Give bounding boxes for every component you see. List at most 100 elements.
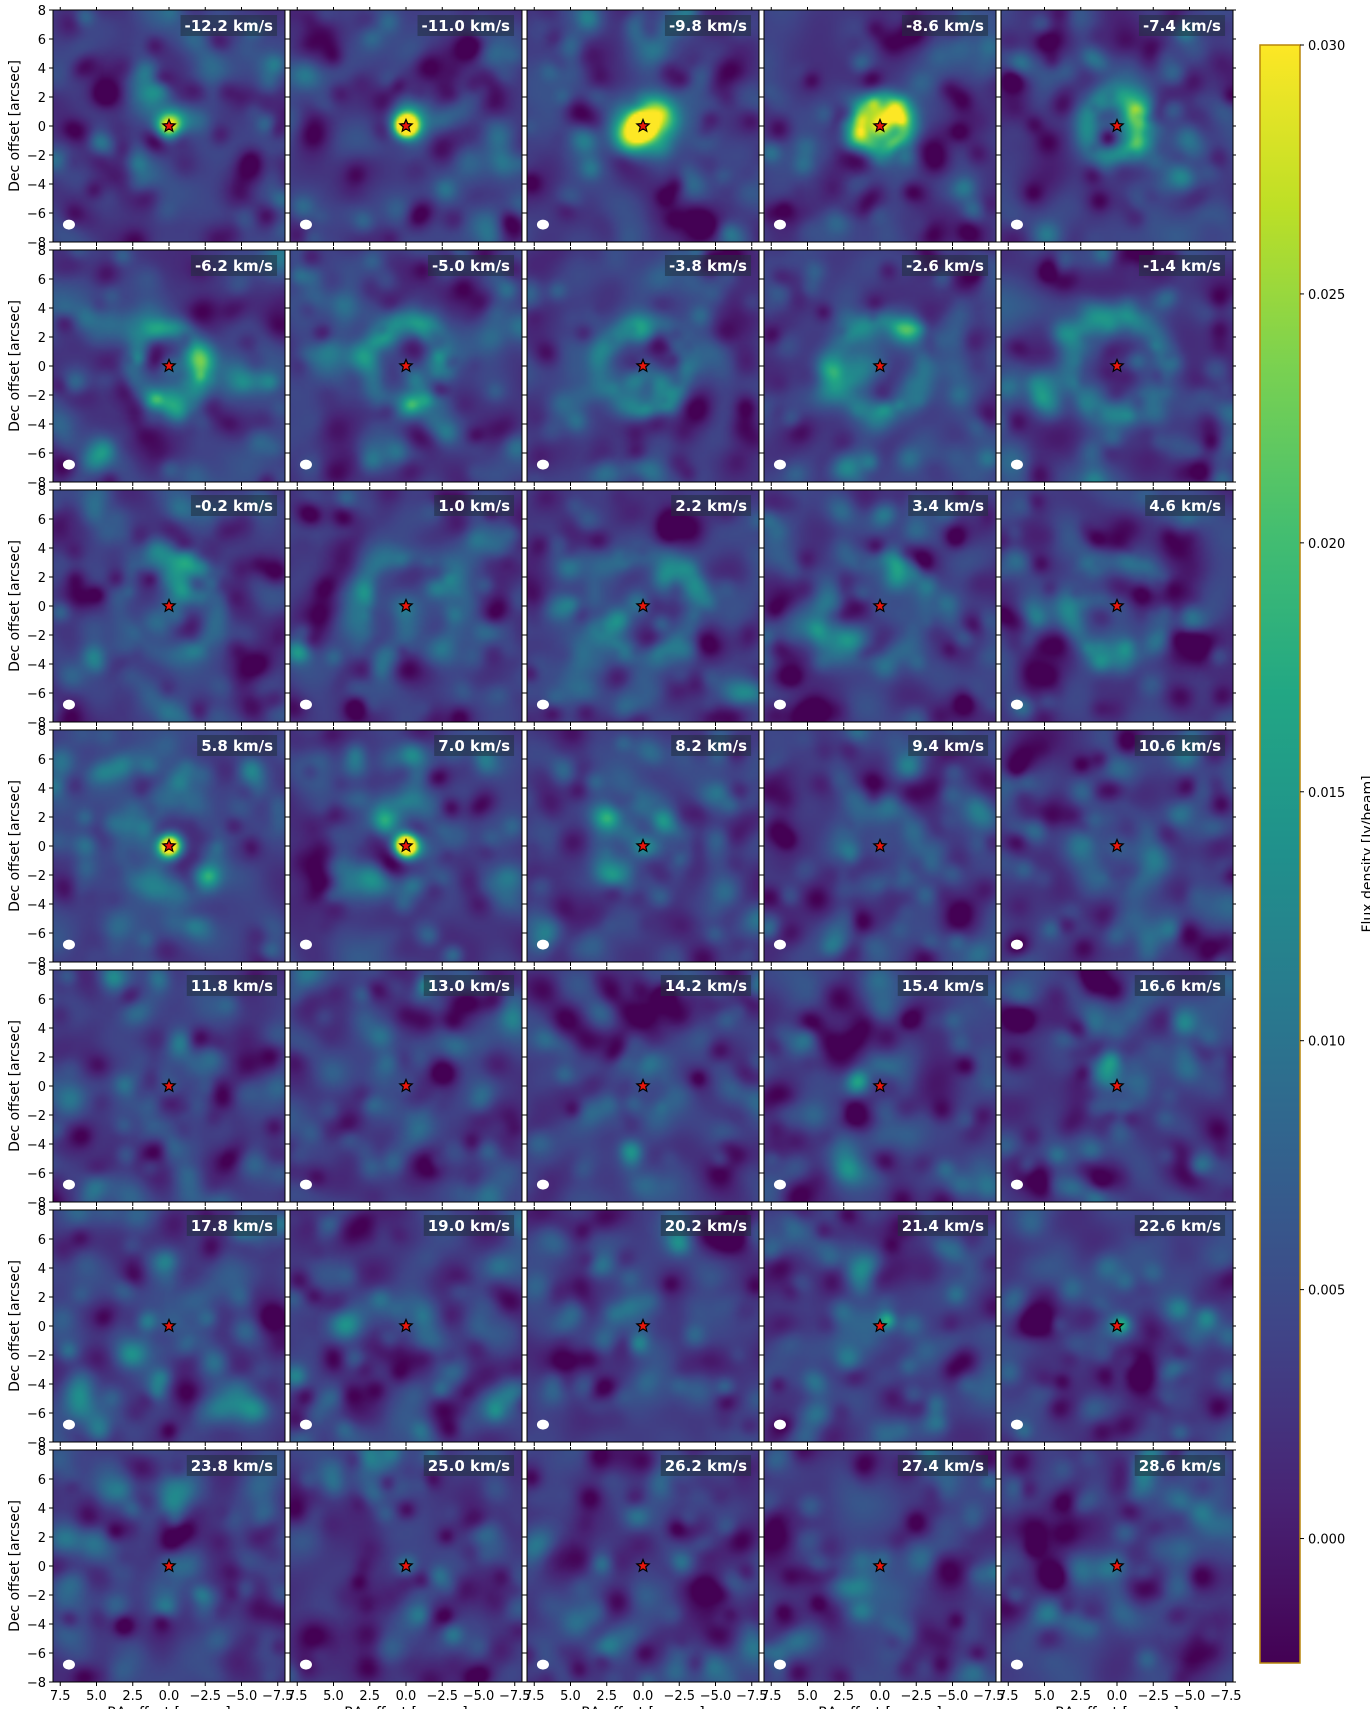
- beam-ellipse: [299, 1179, 312, 1190]
- beam-ellipse: [1010, 1419, 1023, 1430]
- x-tick-label: −5.0: [937, 1689, 969, 1704]
- y-tick-label: 6: [38, 513, 46, 528]
- velocity-label-text: -5.0 km/s: [432, 257, 510, 275]
- velocity-label-box: [197, 735, 278, 756]
- panel-ticks: [997, 727, 1236, 966]
- star-marker: [635, 1557, 651, 1573]
- channel-panel: 28.6 km/s 7.5 5.0 2.5 0.0 −2.5 −5.0 −7.5 RA offs…: [997, 1447, 1242, 1709]
- velocity-label: 16.6 km/s: [1134, 975, 1226, 996]
- velocity-label-box: [186, 1215, 278, 1236]
- channel-panel: 8.2 km/s: [523, 727, 762, 966]
- y-axis-label: Dec offset [arcsec]: [7, 1020, 23, 1152]
- x-axis-label: RA offset [arcsec]: [1055, 1705, 1179, 1709]
- beam-ellipse: [299, 219, 312, 230]
- y-tick-label: 0: [38, 1560, 46, 1575]
- x-tick-label: −5.0: [463, 1689, 495, 1704]
- velocity-label: 13.0 km/s: [423, 975, 515, 996]
- star-marker: [161, 837, 177, 853]
- x-tick-label: 5.0: [323, 1689, 344, 1704]
- channel-panel: 7.0 km/s: [286, 727, 525, 966]
- star-marker: [161, 1077, 177, 1093]
- panel-ticks: [997, 247, 1236, 486]
- panel-ticks: [523, 1207, 762, 1446]
- velocity-label: 19.0 km/s: [423, 1215, 515, 1236]
- velocity-label-box: [1138, 255, 1226, 276]
- velocity-label: -9.8 km/s: [664, 15, 752, 36]
- y-tick-label: −6: [27, 207, 46, 222]
- y-tick-label: 4: [38, 302, 46, 317]
- velocity-label-text: -12.2 km/s: [185, 17, 274, 35]
- velocity-label-box: [897, 975, 989, 996]
- y-tick-label: 8: [38, 964, 46, 979]
- y-tick-label: 8: [38, 1444, 46, 1459]
- y-axis-label: Dec offset [arcsec]: [7, 60, 23, 192]
- velocity-label-box: [180, 15, 278, 36]
- velocity-label-box: [897, 1455, 989, 1476]
- velocity-label: 8.2 km/s: [671, 735, 752, 756]
- y-tick-label: 8: [38, 484, 46, 499]
- panel-ticks: [286, 7, 525, 246]
- x-tick-label: −2.5: [189, 1689, 221, 1704]
- star-marker: [161, 1317, 177, 1333]
- star-marker: [161, 117, 177, 133]
- velocity-label: 26.2 km/s: [660, 1455, 752, 1476]
- x-tick-label: −2.5: [900, 1689, 932, 1704]
- beam-ellipse: [299, 1419, 312, 1430]
- x-tick-label: 0.0: [870, 1689, 891, 1704]
- y-tick-label: 8: [38, 1204, 46, 1219]
- y-tick-label: 2: [38, 1051, 46, 1066]
- y-tick-label: −4: [27, 1618, 46, 1633]
- star-marker: [872, 1557, 888, 1573]
- channel-panel: 21.4 km/s: [760, 1207, 999, 1446]
- y-tick-label: −6: [27, 927, 46, 942]
- beam-ellipse: [773, 219, 786, 230]
- velocity-label-box: [660, 975, 752, 996]
- velocity-label-text: -8.6 km/s: [906, 17, 984, 35]
- y-tick-label: −4: [27, 418, 46, 433]
- velocity-label: -8.6 km/s: [901, 15, 989, 36]
- y-tick-label: 4: [38, 1022, 46, 1037]
- x-tick-label: −7.5: [262, 1689, 294, 1704]
- star-marker: [635, 1077, 651, 1093]
- velocity-label-box: [901, 15, 989, 36]
- velocity-label-text: 8.2 km/s: [675, 737, 747, 755]
- velocity-label-box: [897, 1215, 989, 1236]
- velocity-label-box: [664, 15, 752, 36]
- channel-panel: 10.6 km/s: [997, 727, 1236, 966]
- y-tick-label: 6: [38, 1233, 46, 1248]
- velocity-label-text: 4.6 km/s: [1149, 497, 1221, 515]
- y-tick-label: 4: [38, 1502, 46, 1517]
- beam-ellipse: [536, 939, 549, 950]
- velocity-label-text: 7.0 km/s: [438, 737, 510, 755]
- x-tick-label: −5.0: [700, 1689, 732, 1704]
- y-tick-label: −4: [27, 658, 46, 673]
- y-tick-label: 4: [38, 62, 46, 77]
- y-tick-label: −8: [27, 236, 46, 251]
- y-tick-label: −2: [27, 1109, 46, 1124]
- y-tick-label: −4: [27, 1378, 46, 1393]
- y-tick-label: −2: [27, 389, 46, 404]
- beam-ellipse: [773, 1419, 786, 1430]
- channel-panel: -3.8 km/s: [523, 247, 762, 486]
- velocity-label-box: [434, 735, 515, 756]
- velocity-label: 4.6 km/s: [1145, 495, 1226, 516]
- velocity-label-text: -9.8 km/s: [669, 17, 747, 35]
- velocity-label-text: -6.2 km/s: [195, 257, 273, 275]
- x-tick-label: −7.5: [736, 1689, 768, 1704]
- channel-panel: -9.8 km/s: [523, 7, 762, 246]
- channel-panel: 23.8 km/s 8 6 4 2 0 −2 −4 −6 −8 Dec offset [arcsec…: [7, 1444, 294, 1709]
- velocity-label-box: [671, 495, 752, 516]
- channel-map-grid: -12.2 km/s 8 6 4 2 0 −2 −4 −6 −8 Dec offset [arcse…: [7, 4, 1242, 1709]
- velocity-label: 11.8 km/s: [186, 975, 278, 996]
- panel-ticks: [760, 727, 999, 966]
- beam-ellipse: [536, 459, 549, 470]
- y-tick-label: −6: [27, 1167, 46, 1182]
- velocity-label: -12.2 km/s: [180, 15, 278, 36]
- velocity-label-box: [908, 495, 989, 516]
- channel-panel: 14.2 km/s: [523, 967, 762, 1206]
- velocity-label: 20.2 km/s: [660, 1215, 752, 1236]
- colorbar-frame: [1259, 44, 1301, 1664]
- x-tick-label: 5.0: [560, 1689, 581, 1704]
- y-tick-label: 0: [38, 600, 46, 615]
